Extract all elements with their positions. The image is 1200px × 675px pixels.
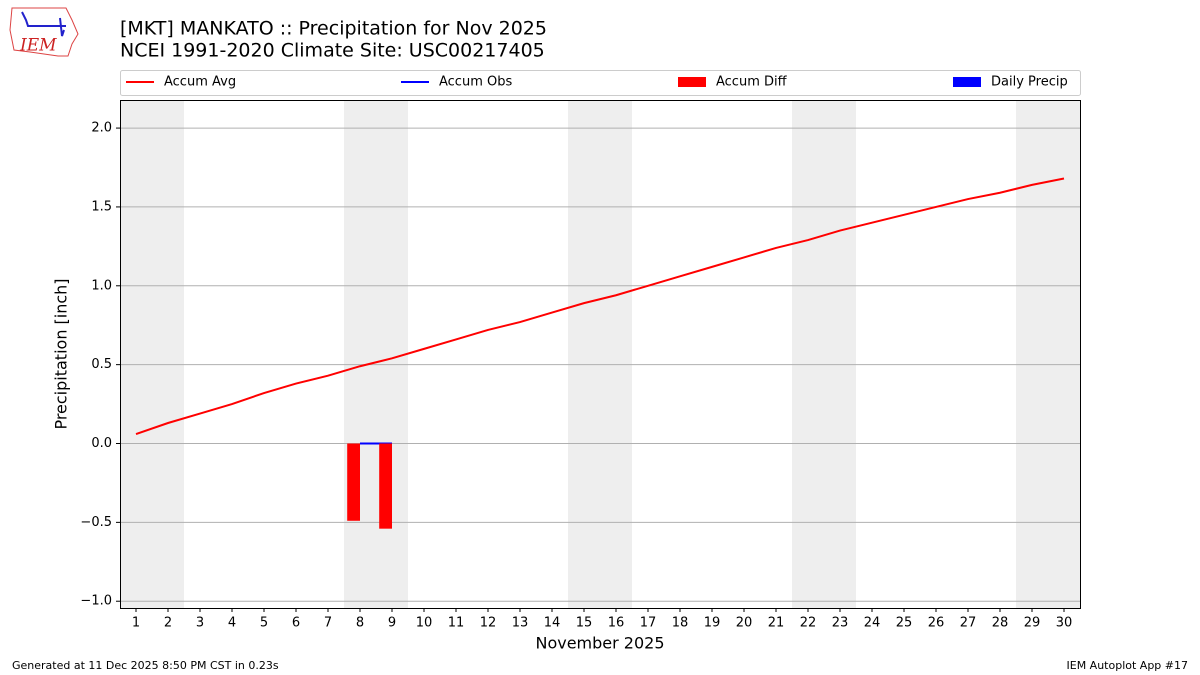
logo-text: IEM (19, 36, 57, 56)
chart-title: [MKT] MANKATO :: Precipitation for Nov 2… (120, 18, 547, 40)
plot-frame (120, 100, 1081, 609)
y-tick-label: −1.0 (80, 594, 112, 609)
y-tick-label: 1.5 (91, 199, 112, 214)
x-tick-label: 25 (896, 616, 913, 631)
y-tick-label: −0.5 (80, 515, 112, 530)
line-series (135, 177, 1065, 435)
weekend-shade (792, 100, 856, 608)
x-tick-label: 16 (608, 616, 625, 631)
bar (379, 443, 392, 529)
legend-label: Daily Precip (991, 75, 1068, 90)
x-tick-label: 17 (640, 616, 657, 631)
x-tick-label: 14 (544, 616, 561, 631)
x-tick-label: 13 (512, 616, 529, 631)
x-tick-label: 8 (356, 616, 364, 631)
x-tick-label: 29 (1024, 616, 1041, 631)
x-tick-label: 7 (324, 616, 332, 631)
x-tick-label: 12 (480, 616, 497, 631)
y-tick-label: 0.0 (91, 436, 112, 451)
y-tick-label: 1.0 (91, 278, 112, 293)
x-tick-label: 3 (196, 616, 204, 631)
legend-label: Accum Diff (716, 75, 788, 90)
x-axis-label: November 2025 (535, 634, 664, 653)
logo-icon (21, 11, 66, 37)
x-tick-label: 28 (992, 616, 1009, 631)
y-tick-label: 0.5 (91, 357, 112, 372)
weekend-shade (568, 100, 632, 608)
legend-label: Accum Obs (439, 75, 512, 90)
legend-box (120, 70, 1081, 96)
y-axis-label: Precipitation [inch] (52, 278, 71, 429)
legend-swatch (953, 77, 981, 87)
legend-swatch (678, 77, 706, 87)
weekend-shade (120, 100, 184, 608)
weekend-shade (344, 100, 408, 608)
x-tick-label: 5 (260, 616, 268, 631)
x-tick-label: 22 (800, 616, 817, 631)
x-tick-label: 23 (832, 616, 849, 631)
chart-subtitle: NCEI 1991-2020 Climate Site: USC00217405 (120, 40, 545, 62)
x-tick-label: 6 (292, 616, 300, 631)
x-tick-label: 18 (672, 616, 689, 631)
x-tick-label: 24 (864, 616, 881, 631)
x-tick-label: 1 (132, 616, 140, 631)
x-tick-label: 9 (388, 616, 396, 631)
footer-right: IEM Autoplot App #17 (1067, 659, 1189, 672)
x-tick-label: 10 (416, 616, 433, 631)
plot-area (120, 100, 1080, 608)
x-tick-label: 21 (768, 616, 785, 631)
legend-label: Accum Avg (164, 75, 236, 90)
y-tick-label: 2.0 (91, 121, 112, 136)
x-tick-label: 19 (704, 616, 721, 631)
x-tick-label: 11 (448, 616, 465, 631)
logo: IEM (9, 7, 79, 57)
footer-left: Generated at 11 Dec 2025 8:50 PM CST in … (12, 659, 279, 672)
x-tick-label: 4 (228, 616, 236, 631)
x-tick-label: 20 (736, 616, 753, 631)
x-tick-label: 2 (164, 616, 172, 631)
bar (347, 443, 360, 521)
x-tick-label: 26 (928, 616, 945, 631)
x-tick-label: 30 (1056, 616, 1073, 631)
x-tick-label: 15 (576, 616, 593, 631)
x-tick-label: 27 (960, 616, 977, 631)
logo-outline (9, 7, 79, 57)
weekend-shade (1016, 100, 1080, 608)
